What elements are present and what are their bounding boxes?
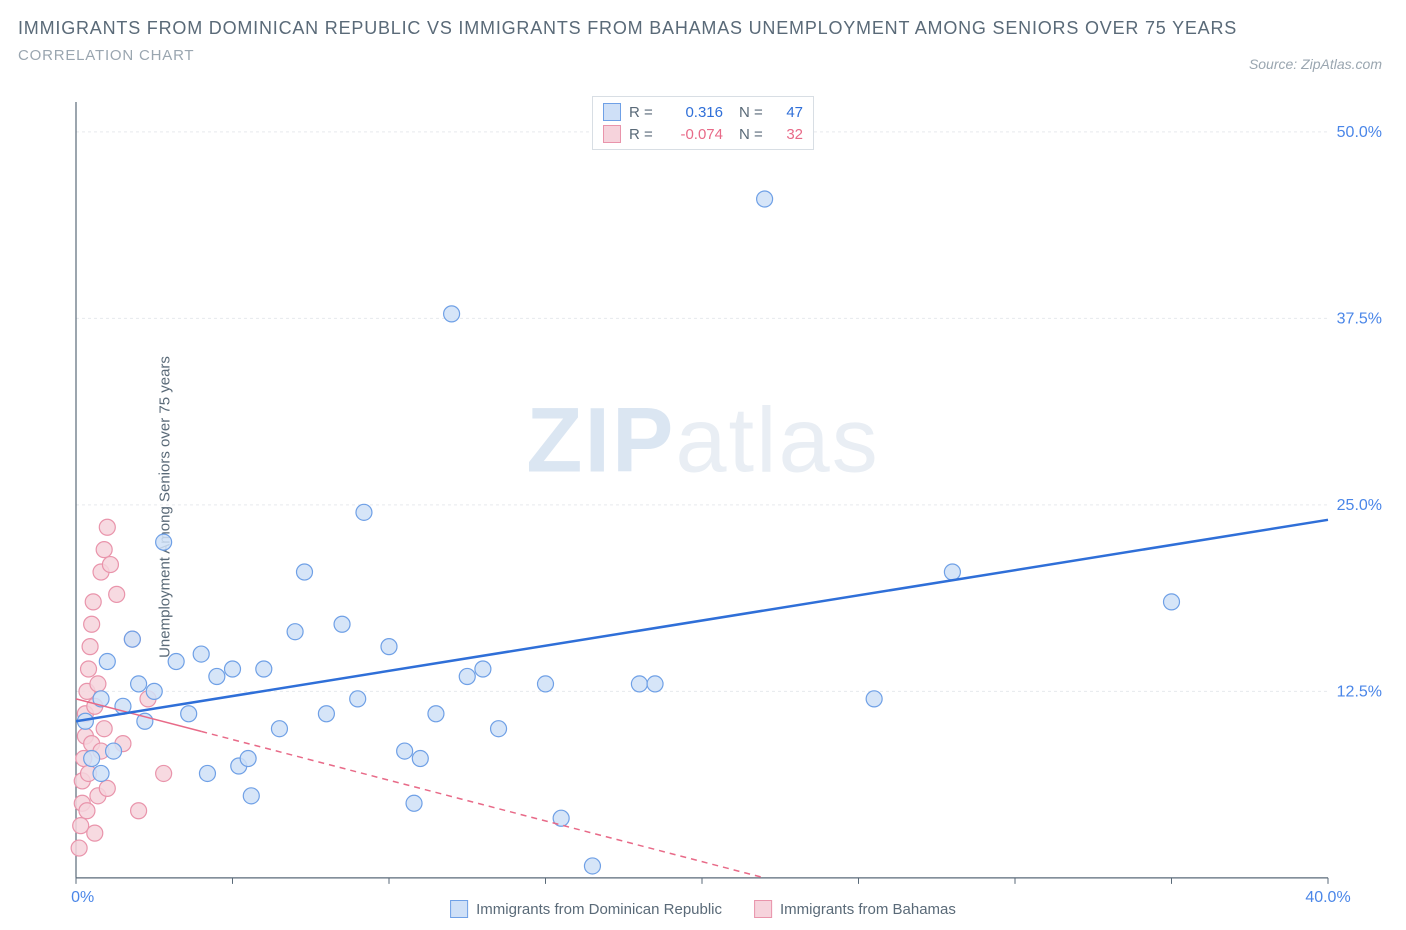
- r-value-1: 0.316: [663, 104, 723, 121]
- source-label: Source: ZipAtlas.com: [1249, 56, 1382, 72]
- n-label-1: N =: [739, 104, 767, 121]
- chart-title: IMMIGRANTS FROM DOMINICAN REPUBLIC VS IM…: [18, 14, 1388, 43]
- bottom-legend: Immigrants from Dominican Republic Immig…: [450, 900, 956, 918]
- svg-text:37.5%: 37.5%: [1337, 310, 1382, 327]
- bottom-legend-item-1: Immigrants from Dominican Republic: [450, 900, 722, 918]
- chart-subtitle: CORRELATION CHART: [18, 47, 1388, 64]
- swatch-series2-icon: [754, 900, 772, 918]
- svg-text:50.0%: 50.0%: [1337, 124, 1382, 141]
- legend-row-1: R = 0.316 N = 47: [603, 101, 803, 123]
- chart-area: Unemployment Among Seniors over 75 years…: [18, 96, 1388, 918]
- n-value-1: 47: [775, 104, 803, 121]
- svg-text:12.5%: 12.5%: [1337, 683, 1382, 700]
- bottom-legend-label-1: Immigrants from Dominican Republic: [476, 901, 722, 918]
- swatch-series1-icon: [450, 900, 468, 918]
- r-label-1: R =: [629, 104, 655, 121]
- r-value-2: -0.074: [663, 126, 723, 143]
- r-label-2: R =: [629, 126, 655, 143]
- bottom-legend-label-2: Immigrants from Bahamas: [780, 901, 956, 918]
- n-value-2: 32: [775, 126, 803, 143]
- bottom-legend-item-2: Immigrants from Bahamas: [754, 900, 956, 918]
- swatch-series1: [603, 103, 621, 121]
- n-label-2: N =: [739, 126, 767, 143]
- swatch-series2: [603, 125, 621, 143]
- svg-text:0.0%: 0.0%: [70, 889, 94, 906]
- scatter-plot: 0.0% 40.0% 25.0% 50.0% 12.5% 37.5%: [70, 96, 1388, 918]
- svg-text:40.0%: 40.0%: [1305, 889, 1350, 906]
- svg-text:25.0%: 25.0%: [1337, 497, 1382, 514]
- legend-row-2: R = -0.074 N = 32: [603, 123, 803, 145]
- legend-panel: R = 0.316 N = 47 R = -0.074 N = 32: [592, 96, 814, 150]
